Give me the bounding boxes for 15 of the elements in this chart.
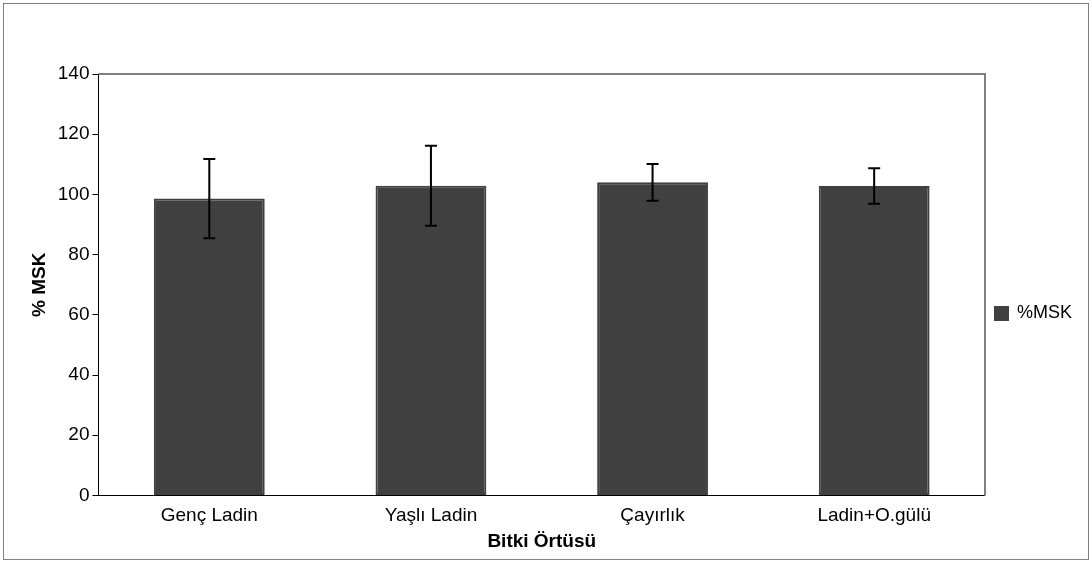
y-tick-label: 100 [57, 182, 90, 204]
x-tick-label: Yaşlı Ladin [384, 504, 478, 526]
x-tick-label: Ladin+O.gülü [817, 504, 931, 526]
y-tick-label: 140 [57, 62, 90, 84]
y-tick-label: 0 [78, 483, 90, 505]
x-tick-label: Çayırlık [620, 504, 686, 526]
y-axis-title: % MSK [27, 252, 49, 317]
x-tick-label: Genç Ladin [160, 504, 258, 526]
y-tick-label: 60 [68, 303, 90, 325]
legend-label: %MSK [1016, 302, 1072, 323]
y-tick-label: 120 [57, 122, 90, 144]
y-tick-label: 80 [68, 242, 90, 264]
x-axis-title: Bitki Örtüsü [487, 529, 597, 551]
y-tick-label: 40 [68, 363, 90, 385]
y-tick-label: 20 [68, 423, 90, 445]
